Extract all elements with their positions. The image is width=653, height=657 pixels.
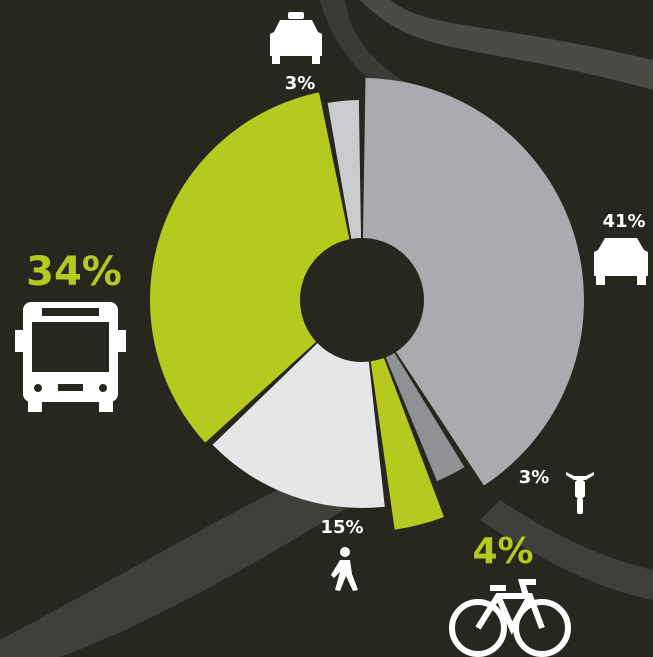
path-bg: [320, 0, 420, 100]
bus-icon: [15, 302, 126, 412]
value-label: 15%: [320, 517, 363, 538]
slice: [212, 343, 385, 508]
value-label: 4%: [472, 531, 533, 572]
value-label: 34%: [26, 249, 122, 295]
slice: [327, 100, 362, 239]
taxi-icon: [270, 12, 322, 64]
pie: [150, 78, 585, 530]
walker-icon: [331, 547, 358, 591]
motorcycle-icon: [566, 472, 594, 514]
bicycle-icon: [449, 579, 571, 657]
value-label: 3%: [519, 467, 550, 488]
slice: [370, 357, 445, 530]
path-bg: [360, 0, 653, 90]
car-icon: [594, 238, 648, 285]
labels: 3% 41% 3% 4% 15% 34%: [26, 73, 645, 572]
path-bg: [480, 500, 653, 600]
slice: [362, 78, 585, 486]
slice: [385, 352, 465, 482]
value-label: 3%: [285, 73, 316, 94]
path-bg: [0, 470, 360, 657]
value-label: 41%: [602, 211, 645, 232]
slice: [150, 92, 350, 443]
